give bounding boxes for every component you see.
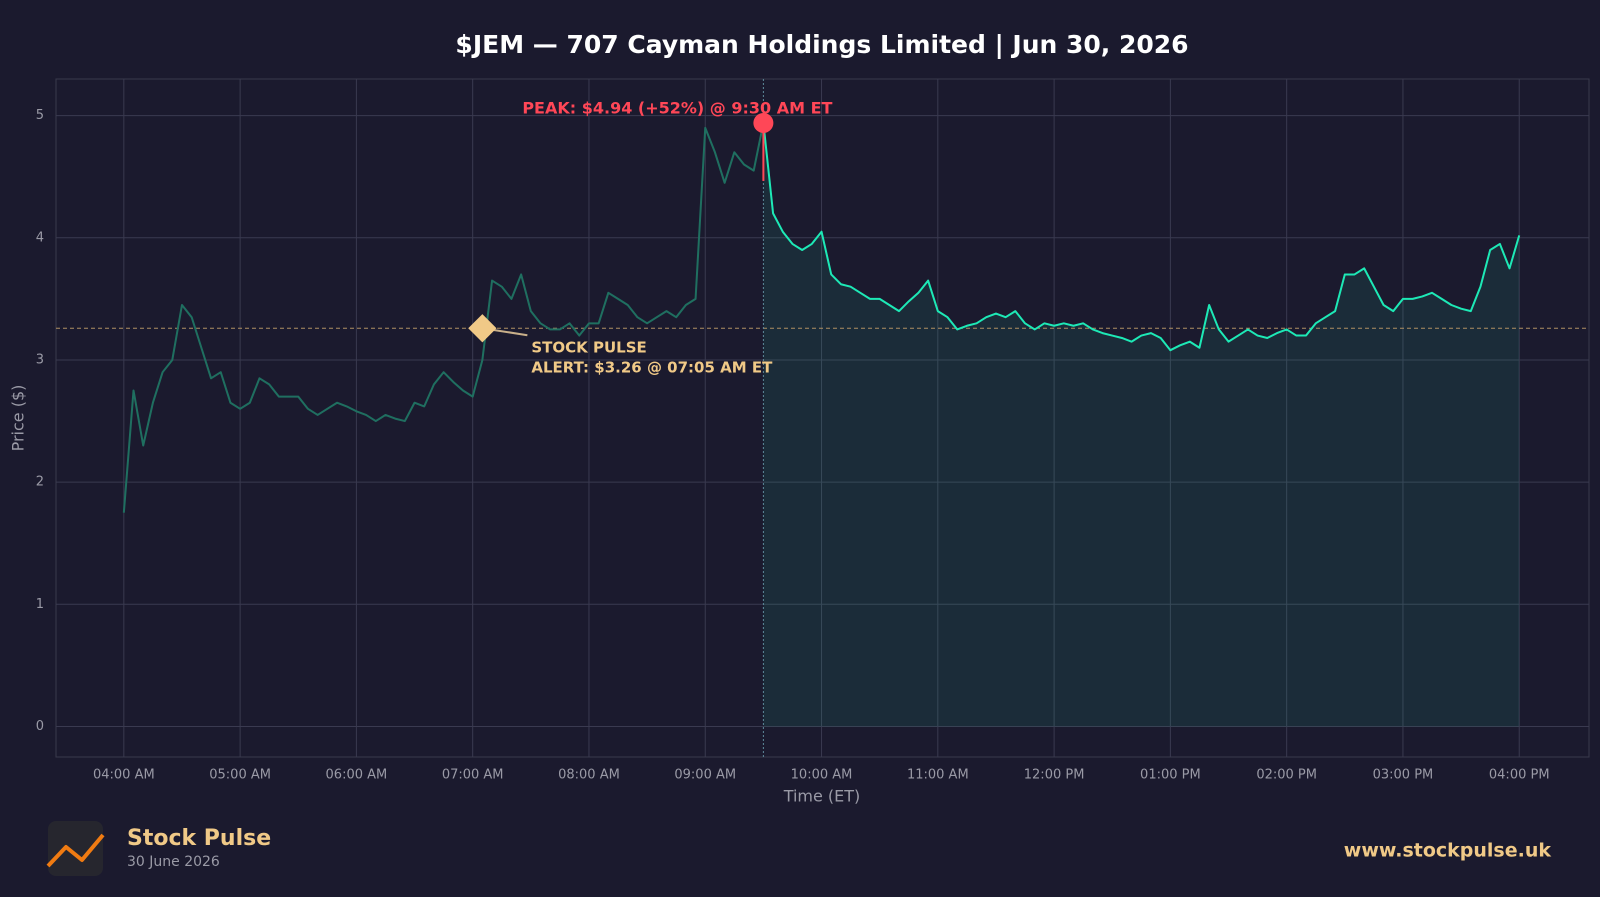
x-tick-label: 04:00 AM bbox=[93, 768, 155, 783]
footer-date: 30 June 2026 bbox=[127, 854, 220, 870]
x-tick-label: 06:00 AM bbox=[326, 768, 388, 783]
x-tick-label: 04:00 PM bbox=[1489, 768, 1550, 783]
area-fill bbox=[763, 122, 1520, 727]
y-tick-label: 2 bbox=[36, 475, 44, 490]
price-line bbox=[122, 121, 1521, 513]
peak-label: PEAK: $4.94 (+52%) @ 9:30 AM ET bbox=[522, 98, 832, 117]
plot-area: 0 1 2 3 4 5 04:00 AM 05:00 AM 06:00 AM 07:00 AM 08… bbox=[36, 78, 1590, 783]
x-tick-label: 10:00 AM bbox=[791, 768, 853, 783]
website: www.stockpulse.uk bbox=[1344, 840, 1552, 862]
alert-label: STOCK PULSE bbox=[531, 339, 646, 357]
x-tick-label: 02:00 PM bbox=[1256, 768, 1317, 783]
y-axis-label: Price ($) bbox=[9, 385, 28, 452]
y-tick-label: 4 bbox=[36, 230, 44, 245]
brand-name: Stock Pulse bbox=[127, 826, 271, 851]
x-tick-label: 11:00 AM bbox=[907, 768, 969, 783]
peak-marker bbox=[753, 112, 774, 133]
x-tick-label: 12:00 PM bbox=[1024, 768, 1085, 783]
chart-title: $JEM — 707 Cayman Holdings Limited | Jun… bbox=[455, 30, 1188, 59]
x-tick-label: 09:00 AM bbox=[674, 768, 736, 783]
x-tick-label: 03:00 PM bbox=[1373, 768, 1434, 783]
x-tick-label: 01:00 PM bbox=[1140, 768, 1201, 783]
y-tick-label: 5 bbox=[36, 108, 44, 123]
alert-marker bbox=[468, 314, 497, 343]
plot-background bbox=[55, 78, 1590, 758]
x-tick-label: 05:00 AM bbox=[209, 768, 271, 783]
x-axis-label: Time (ET) bbox=[783, 787, 861, 806]
logo bbox=[46, 821, 105, 876]
alert-label: ALERT: $3.26 @ 07:05 AM ET bbox=[531, 359, 773, 377]
x-tick-label: 08:00 AM bbox=[558, 768, 620, 783]
y-tick-label: 1 bbox=[36, 597, 44, 612]
x-tick-label: 07:00 AM bbox=[442, 768, 504, 783]
y-tick-label: 3 bbox=[36, 352, 44, 367]
y-tick-label: 0 bbox=[36, 719, 44, 734]
